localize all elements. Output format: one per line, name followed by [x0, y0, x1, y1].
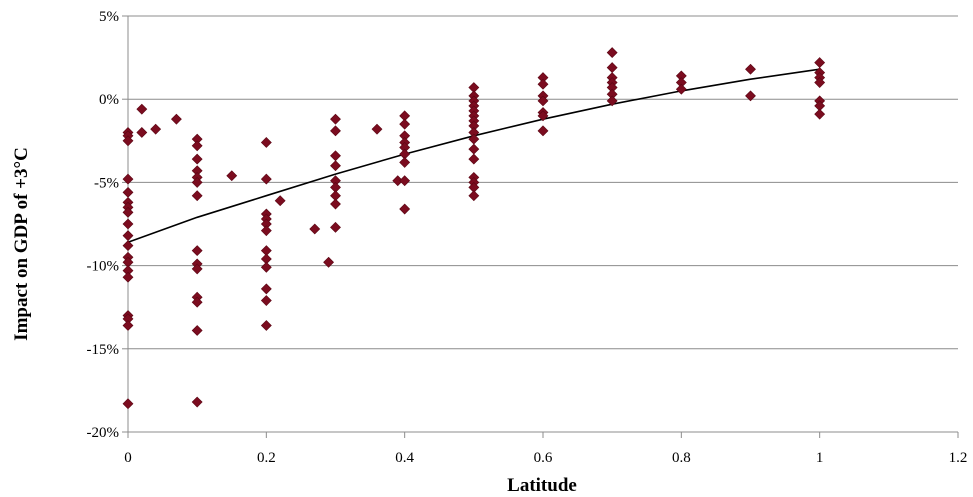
gridlines [128, 15, 958, 350]
data-point [309, 223, 321, 235]
data-point [191, 325, 203, 336]
data-point [122, 173, 134, 185]
data-point [745, 90, 756, 102]
data-point [191, 263, 203, 275]
data-point [330, 160, 341, 172]
data-point [260, 283, 272, 295]
data-point [191, 140, 203, 152]
data-point [537, 125, 549, 137]
data-points [122, 47, 826, 410]
data-point [675, 83, 687, 95]
data-point [606, 95, 618, 107]
data-point [814, 77, 826, 88]
data-point [122, 230, 134, 242]
data-point [150, 123, 162, 135]
y-tick-label: 0% [99, 92, 119, 108]
data-point [191, 153, 203, 165]
y-tick-label: -20% [87, 425, 120, 441]
data-point [399, 157, 411, 168]
x-tick-label: 0 [124, 450, 132, 466]
data-point [814, 108, 826, 120]
data-point [468, 153, 480, 165]
data-point [537, 78, 549, 90]
x-axis-title: Latitude [507, 475, 577, 496]
data-point [371, 123, 383, 135]
x-tick-label: 0.4 [395, 450, 414, 466]
x-tick-label: 0.8 [672, 450, 691, 466]
x-tick-label: 0.6 [534, 450, 553, 466]
data-point [260, 137, 272, 148]
x-tick-label: 1.2 [949, 450, 968, 466]
data-point [260, 261, 272, 273]
data-point [122, 206, 134, 218]
data-point [399, 118, 411, 130]
data-point [330, 198, 341, 210]
data-point [226, 170, 238, 182]
data-point [260, 173, 272, 185]
data-point [468, 143, 480, 155]
data-point [323, 256, 335, 268]
y-tick-label: 5% [99, 9, 119, 25]
data-point [330, 113, 341, 125]
data-point [122, 271, 134, 283]
data-point [330, 125, 341, 137]
y-axis-title: Impact on GDP of +3°C [11, 147, 32, 341]
data-point [191, 296, 203, 308]
data-point [814, 57, 826, 69]
data-point [136, 103, 148, 115]
data-point [537, 110, 549, 122]
data-point [606, 47, 618, 59]
data-point [330, 221, 341, 233]
data-point [122, 135, 134, 147]
data-point [330, 150, 341, 162]
data-point [170, 113, 182, 125]
data-point [260, 225, 272, 237]
data-point [260, 295, 272, 306]
data-point [122, 218, 134, 230]
data-point [191, 245, 203, 257]
data-point [399, 203, 411, 215]
data-point [122, 320, 134, 331]
data-point [122, 240, 134, 252]
data-point [745, 63, 756, 75]
data-point [399, 175, 411, 187]
data-point [191, 190, 203, 202]
y-tick-label: -15% [87, 342, 120, 358]
data-point [537, 95, 549, 107]
data-point [606, 62, 618, 74]
data-point [191, 396, 203, 408]
data-point [122, 398, 134, 410]
data-point [274, 195, 286, 207]
data-point [191, 176, 203, 188]
x-tick-labels: 0 0.2 0.4 0.6 0.8 1 1.2 [124, 450, 967, 466]
data-point [122, 186, 134, 198]
y-tick-label: -5% [94, 175, 119, 191]
data-point [260, 320, 272, 331]
data-point [136, 127, 148, 138]
y-tick-label: -10% [87, 259, 120, 275]
x-tick-label: 0.2 [257, 450, 276, 466]
x-tick-label: 1 [816, 450, 824, 466]
y-tick-labels: 5% 0% -5% -10% -15% -20% [87, 9, 120, 441]
data-point [468, 190, 480, 202]
